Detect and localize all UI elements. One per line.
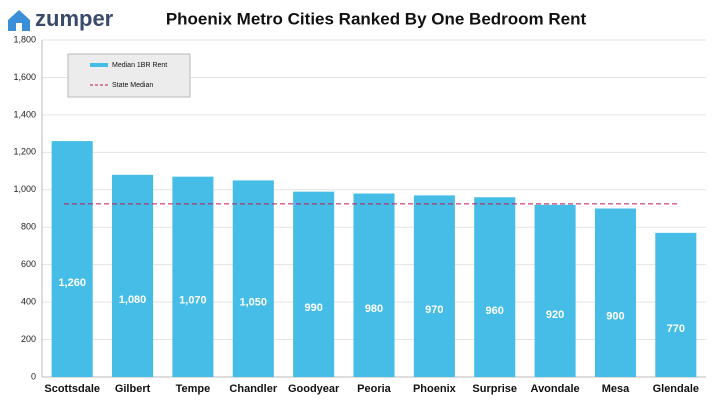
data-label: 1,070 — [179, 295, 207, 307]
x-tick-label: Phoenix — [413, 383, 457, 395]
logo: zumper — [8, 6, 114, 31]
y-tick-label: 0 — [31, 371, 36, 381]
x-tick-label: Mesa — [602, 383, 630, 395]
x-tick-label: Surprise — [472, 383, 517, 395]
data-label: 990 — [304, 302, 322, 314]
bar — [413, 195, 455, 377]
y-tick-label: 1,400 — [13, 109, 36, 119]
data-label: 900 — [606, 311, 624, 323]
bar — [474, 197, 516, 377]
x-tick-label: Avondale — [531, 383, 580, 395]
data-label: 770 — [667, 323, 685, 335]
logo-icon — [8, 10, 30, 31]
x-tick-label: Gilbert — [115, 383, 151, 395]
plot: 0 200 400 600 800 1,000 1,200 1,400 1,600 1,800 1,… — [13, 34, 706, 395]
bar — [353, 193, 395, 377]
legend-swatch — [90, 63, 108, 67]
y-tick-label: 600 — [21, 259, 36, 269]
bar — [112, 174, 154, 377]
bar — [51, 141, 93, 377]
data-label: 970 — [425, 304, 443, 316]
legend: Median 1BR Rent State Median — [67, 53, 191, 98]
x-tick-label: Goodyear — [288, 383, 340, 395]
y-tick-label: 1,600 — [13, 72, 36, 82]
logo-door — [16, 23, 22, 31]
data-label: 980 — [365, 303, 383, 315]
data-label: 920 — [546, 309, 564, 321]
bar — [534, 204, 576, 377]
bar — [594, 208, 636, 377]
data-label: 1,080 — [119, 294, 147, 306]
y-tick-label: 800 — [21, 222, 36, 232]
bar — [232, 180, 274, 377]
y-tick-label: 1,200 — [13, 147, 36, 157]
bar — [172, 176, 214, 377]
chart-title: Phoenix Metro Cities Ranked By One Bedro… — [166, 9, 587, 28]
x-tick-label: Chandler — [229, 383, 277, 395]
data-label: 1,260 — [58, 277, 86, 289]
data-label: 1,050 — [240, 297, 268, 309]
y-tick-label: 200 — [21, 334, 36, 344]
legend-label: State Median — [112, 82, 153, 89]
x-tick-label: Tempe — [176, 383, 211, 395]
legend-box — [67, 53, 191, 98]
bar — [655, 232, 697, 377]
x-tick-label: Peoria — [357, 383, 392, 395]
x-tick-label: Glendale — [653, 383, 699, 395]
data-label: 960 — [486, 305, 504, 317]
logo-text: zumper — [35, 6, 114, 31]
x-tick-label: Scottsdale — [44, 383, 100, 395]
legend-label: Median 1BR Rent — [112, 62, 167, 69]
y-tick-label: 400 — [21, 296, 36, 306]
y-tick-label: 1,000 — [13, 184, 36, 194]
y-tick-label: 1,800 — [13, 34, 36, 44]
bar — [293, 191, 335, 377]
